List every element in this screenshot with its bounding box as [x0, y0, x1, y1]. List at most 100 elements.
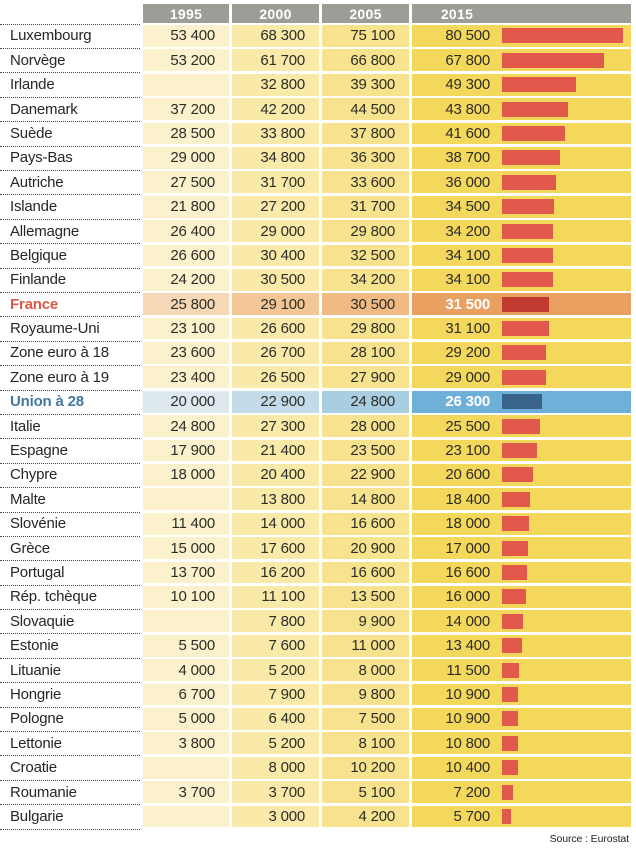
table-row: Zone euro à 18 23 600 26 700 28 100 29 200: [0, 342, 631, 366]
value-2015: 43 800: [445, 100, 490, 118]
value-cell-2005: 24 800: [322, 390, 409, 413]
value-2015: 16 000: [445, 588, 490, 606]
bar-2015: [502, 638, 523, 654]
table-row: Allemagne 26 400 29 000 29 800 34 200: [0, 220, 631, 245]
value-2015: 36 000: [445, 173, 490, 191]
value-cell-2005: 11 000: [322, 634, 409, 657]
value-cell-2015: 38 700: [412, 146, 631, 169]
row-label: Irlande: [10, 76, 55, 94]
value-cell-1995: 13 700: [143, 561, 229, 584]
bar-2015: [502, 662, 520, 678]
value-cell-1995: [143, 73, 229, 96]
value-cell-1995: 24 800: [143, 415, 229, 438]
value-cell-2015: 43 800: [412, 98, 631, 120]
value-cell-2000: 17 600: [232, 537, 319, 559]
value-cell-2005: 44 500: [322, 98, 409, 120]
row-label: Slovénie: [10, 515, 66, 533]
row-label: Luxembourg: [10, 27, 92, 45]
value-2015: 11 500: [446, 661, 490, 679]
value-2015: 34 200: [445, 222, 490, 240]
value-2015: 67 800: [445, 51, 490, 69]
value-cell-2005: 9 900: [322, 610, 409, 633]
table-row: Union à 28 20 000 22 900 24 800 26 300: [0, 390, 631, 415]
table-row: Italie 24 800 27 300 28 000 25 500: [0, 415, 631, 440]
value-cell-1995: 5 000: [143, 707, 229, 730]
value-2015: 23 100: [445, 442, 490, 460]
value-cell-2005: 27 900: [322, 366, 409, 389]
value-cell-2015: 49 300: [412, 73, 631, 96]
table-row: Lituanie 4 000 5 200 8 000 11 500: [0, 659, 631, 684]
row-label: Lituanie: [10, 661, 61, 679]
row-label: Croatie: [10, 759, 57, 777]
value-cell-1995: 11 400: [143, 512, 229, 535]
value-2015: 18 000: [445, 515, 490, 533]
bar-2015: [502, 711, 519, 727]
value-cell-2015: 34 200: [412, 220, 631, 242]
value-cell-2000: 26 500: [232, 366, 319, 389]
value-cell-1995: 26 400: [143, 220, 229, 242]
value-cell-2015: 31 500: [412, 293, 631, 316]
table-row: Slovénie 11 400 14 000 16 600 18 000: [0, 512, 631, 537]
value-cell-2005: 29 800: [322, 220, 409, 242]
bar-2015: [502, 77, 577, 93]
value-cell-2005: 29 800: [322, 317, 409, 340]
bar-2015: [502, 589, 526, 605]
value-cell-2015: 29 000: [412, 366, 631, 389]
value-cell-2005: 9 800: [322, 683, 409, 706]
value-cell-1995: 23 400: [143, 366, 229, 389]
value-cell-2015: 36 000: [412, 171, 631, 194]
value-cell-2015: 10 900: [412, 683, 631, 706]
bar-2015: [502, 491, 530, 507]
bar-2015: [502, 28, 623, 44]
bar-2015: [502, 223, 554, 239]
value-cell-2005: 7 500: [322, 707, 409, 730]
table-row: Islande 21 800 27 200 31 700 34 500: [0, 195, 631, 220]
value-cell-1995: 21 800: [143, 195, 229, 218]
value-cell-2015: 34 100: [412, 244, 631, 267]
row-label: Belgique: [10, 246, 67, 264]
row-label: Suède: [10, 124, 53, 142]
value-2015: 80 500: [445, 27, 490, 45]
column-header-2005: 2005: [322, 4, 409, 23]
value-cell-2005: 28 100: [322, 342, 409, 364]
value-cell-2015: 80 500: [412, 25, 631, 47]
value-cell-2000: 29 100: [232, 293, 319, 316]
table-row: Croatie 8 000 10 200 10 400: [0, 756, 631, 781]
value-cell-2015: 10 800: [412, 732, 631, 755]
table-row: Estonie 5 500 7 600 11 000 13 400: [0, 634, 631, 659]
value-cell-2000: 11 100: [232, 585, 319, 608]
table-row: Malte 13 800 14 800 18 400: [0, 488, 631, 513]
bar-2015: [502, 101, 568, 117]
value-cell-1995: 24 200: [143, 268, 229, 291]
value-2015: 34 500: [445, 198, 490, 216]
value-cell-1995: [143, 756, 229, 779]
value-cell-2005: 4 200: [322, 805, 409, 828]
value-cell-2015: 23 100: [412, 439, 631, 462]
bar-2015: [502, 321, 549, 337]
bar-2015: [502, 784, 513, 800]
value-cell-2005: 31 700: [322, 195, 409, 218]
value-cell-2005: 10 200: [322, 756, 409, 779]
value-cell-2000: 30 500: [232, 268, 319, 291]
value-cell-1995: 17 900: [143, 439, 229, 462]
value-2015: 14 000: [445, 612, 490, 630]
value-cell-2000: 33 800: [232, 122, 319, 145]
bar-2015: [502, 199, 554, 215]
value-cell-1995: 6 700: [143, 683, 229, 706]
bar-2015: [502, 174, 557, 190]
value-2015: 26 300: [445, 393, 490, 411]
row-label: Malte: [10, 490, 46, 508]
value-cell-1995: 23 100: [143, 317, 229, 340]
value-cell-1995: 37 200: [143, 98, 229, 120]
value-cell-2015: 10 400: [412, 756, 631, 779]
value-cell-1995: [143, 610, 229, 633]
bar-2015: [502, 272, 554, 288]
column-header-label: 2000: [259, 5, 292, 22]
value-cell-1995: 53 400: [143, 25, 229, 47]
header-spacer: [0, 4, 140, 23]
value-cell-1995: 28 500: [143, 122, 229, 145]
value-cell-1995: 15 000: [143, 537, 229, 559]
value-cell-2015: 10 900: [412, 707, 631, 730]
value-cell-1995: 27 500: [143, 171, 229, 194]
value-cell-2005: 8 000: [322, 659, 409, 681]
